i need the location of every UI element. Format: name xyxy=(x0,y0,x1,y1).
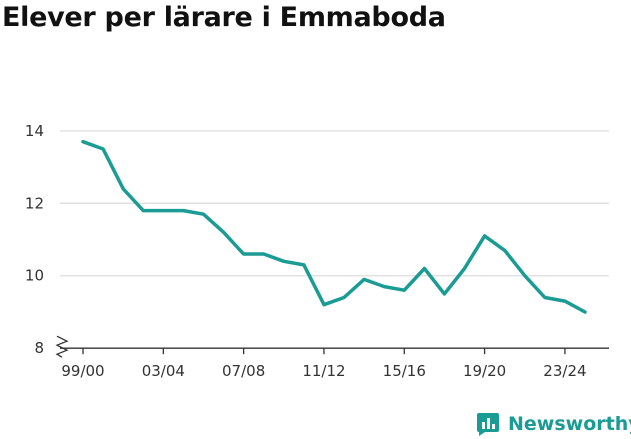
x-tick-label: 03/04 xyxy=(142,362,185,380)
x-tick-label: 11/12 xyxy=(302,362,345,380)
y-tick-label: 8 xyxy=(34,339,44,357)
y-axis-ticks: 8 10 12 14 xyxy=(25,122,44,357)
x-tick-label: 99/00 xyxy=(61,362,104,380)
line-chart: 8 10 12 14 99/00 03/04 07/08 11/12 15/16 19/20 23… xyxy=(25,122,609,380)
y-tick-label: 10 xyxy=(25,267,44,285)
axis-break-mark xyxy=(55,335,69,358)
brand-name: Newsworthy xyxy=(508,413,631,435)
y-tick-label: 14 xyxy=(25,122,44,140)
x-tick-label: 07/08 xyxy=(222,362,265,380)
x-tick-label: 15/16 xyxy=(383,362,426,380)
series-lines xyxy=(81,139,587,314)
gridlines xyxy=(60,130,609,277)
x-tick-label: 19/20 xyxy=(463,362,506,380)
chart-title: Elever per lärare i Emmaboda xyxy=(2,2,446,33)
y-tick-label: 12 xyxy=(25,194,44,212)
axis-break-icon xyxy=(55,335,69,358)
newsworthy-logo-icon xyxy=(477,413,499,436)
brand-logo: Newsworthy xyxy=(476,409,631,439)
series-line xyxy=(81,139,587,314)
x-axis-ticks: 99/00 03/04 07/08 11/12 15/16 19/20 23/24 xyxy=(61,348,587,380)
x-tick-label: 23/24 xyxy=(543,362,586,380)
